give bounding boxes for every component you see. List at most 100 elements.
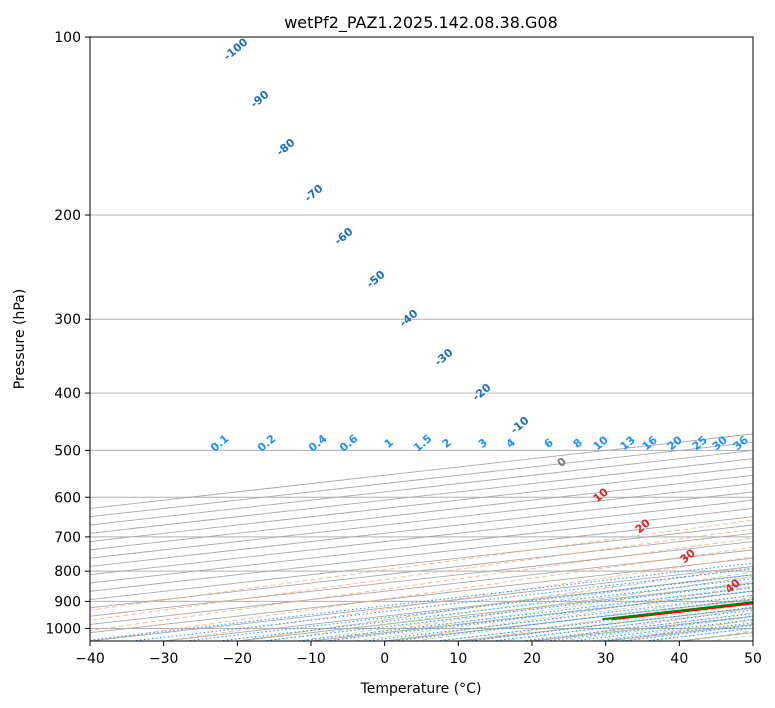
moist-adiabat-line	[296, 576, 753, 641]
dry-adiabat-label: -90	[248, 88, 272, 111]
moist-adiabat-line	[266, 571, 753, 641]
dry-adiabat-label: -60	[332, 225, 356, 248]
dry-adiabat-line	[389, 586, 753, 641]
dry-adiabat-line	[90, 546, 753, 641]
x-tick-label: 10	[449, 651, 467, 667]
mixing-ratio-line	[326, 590, 753, 641]
moist-adiabat-line	[590, 620, 753, 641]
isotherm-line	[90, 524, 753, 601]
moist-adiabat-line	[355, 585, 753, 641]
moist-adiabat-line	[531, 612, 753, 641]
moist-adiabat-line	[649, 627, 753, 641]
x-tick-label: −30	[149, 651, 179, 667]
isotherm-line	[458, 607, 753, 641]
mixing-ratio-line	[599, 622, 753, 641]
dry-adiabat-line	[688, 630, 753, 641]
isotherm-line	[90, 549, 753, 625]
x-tick-label: 30	[597, 651, 615, 667]
isotherm-line	[90, 483, 753, 559]
isotherm-line	[384, 599, 753, 641]
mixing-ratio-line	[467, 606, 753, 641]
dry-adiabat-line	[90, 537, 753, 631]
moist-adiabat-label: 40	[723, 576, 743, 596]
dry-adiabat-line	[90, 528, 753, 621]
dry-adiabat-line	[90, 519, 753, 611]
x-tick-label: −20	[223, 651, 253, 667]
isotherm-line	[90, 507, 753, 584]
moist-adiabat-line	[443, 599, 753, 641]
moist-adiabat-line	[561, 616, 753, 641]
y-tick-label: 100	[54, 30, 81, 46]
mixing-ratio-line	[365, 594, 753, 641]
isotherm-line	[237, 582, 753, 641]
mixing-ratio-label: 1.5	[411, 432, 434, 454]
isotherm-line	[90, 441, 753, 518]
mixing-ratio-label: 6	[542, 436, 556, 451]
x-tick-label: 0	[380, 651, 389, 667]
dry-adiabat-label: -100	[221, 35, 251, 63]
y-tick-label: 400	[54, 386, 81, 402]
x-tick-label: 50	[744, 651, 762, 667]
isotherm-line	[90, 491, 753, 567]
mixing-ratio-label: 2	[440, 436, 454, 451]
moist-adiabat-line	[679, 631, 753, 641]
mixing-ratio-label: 8	[571, 436, 585, 451]
isotherm-line	[90, 474, 753, 551]
y-tick-label: 200	[54, 208, 81, 224]
dry-adiabat-label: -40	[397, 307, 421, 330]
mixing-ratio-label: 3	[476, 436, 490, 451]
dry-adiabat-label: -20	[470, 381, 494, 404]
moist-adiabat-line	[325, 580, 753, 641]
isotherm-line	[90, 516, 753, 592]
x-tick-label: 40	[670, 651, 688, 667]
x-axis-label: Temperature (°C)	[360, 681, 482, 697]
y-tick-label: 500	[54, 443, 81, 459]
isotherm-line	[90, 499, 753, 576]
isotherm-line	[531, 615, 753, 641]
x-tick-label: 20	[523, 651, 541, 667]
isotherm-line	[90, 541, 753, 617]
isotherm-line	[679, 632, 753, 641]
isotherm-line	[90, 449, 753, 526]
mixing-ratio-label: 4	[504, 436, 518, 451]
dry-adiabat-line	[538, 607, 753, 641]
mixing-ratio-label: 0.6	[337, 432, 361, 455]
y-tick-label: 600	[54, 490, 81, 506]
y-axis-label: Pressure (hPa)	[12, 289, 28, 389]
mixing-ratio-line	[299, 587, 753, 641]
isotherm-line	[90, 532, 753, 609]
moist-adiabat-label: 0	[555, 455, 569, 470]
y-tick-label: 1000	[45, 621, 81, 637]
isotherm-line	[752, 640, 753, 641]
dry-adiabat-label: -70	[302, 182, 326, 205]
mixing-ratio-line	[394, 598, 753, 641]
mixing-ratio-label: 1	[382, 436, 396, 451]
dry-adiabat-line	[464, 596, 753, 641]
dry-adiabat-label: -30	[432, 346, 456, 369]
y-tick-label: 900	[54, 594, 81, 610]
dry-adiabat-line	[239, 566, 753, 641]
x-tick-label: −40	[75, 651, 105, 667]
plot-frame	[89, 36, 754, 642]
moist-adiabat-label: 10	[591, 485, 611, 505]
moist-adiabat-label: 20	[633, 516, 653, 536]
moist-adiabat-line	[237, 567, 753, 641]
isotherm-line	[90, 466, 753, 543]
moist-adiabat-label: 30	[678, 546, 698, 566]
isotherm-line	[90, 458, 753, 534]
dry-adiabat-label: -10	[508, 414, 532, 437]
dry-adiabat-label: -50	[364, 268, 388, 291]
y-tick-label: 300	[54, 312, 81, 328]
y-tick-label: 800	[54, 564, 81, 580]
chart-title: wetPf2_PAZ1.2025.142.08.38.G08	[284, 13, 558, 33]
dry-adiabat-line	[763, 37, 775, 641]
isotherm-line	[90, 433, 753, 509]
y-tick-label: 700	[54, 530, 81, 546]
x-tick-label: −10	[296, 651, 326, 667]
mixing-ratio-label: 0.1	[208, 432, 231, 454]
dry-adiabat-label: -80	[274, 136, 298, 159]
mixing-ratio-label: 0.4	[306, 432, 330, 455]
moist-adiabat-line	[384, 590, 753, 641]
mixing-ratio-label: 0.2	[255, 432, 278, 454]
